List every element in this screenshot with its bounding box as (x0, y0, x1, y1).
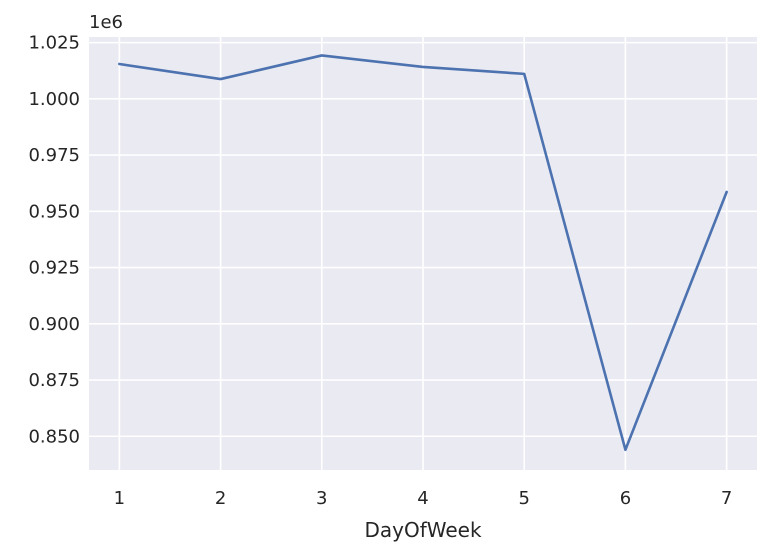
x-tick-label: 2 (215, 488, 226, 509)
x-tick-label: 3 (316, 488, 327, 509)
y-tick-label: 1.025 (28, 33, 80, 54)
x-tick-label: 6 (620, 488, 631, 509)
x-tick-label: 7 (721, 488, 732, 509)
x-tick-label: 1 (114, 488, 125, 509)
x-axis-label: DayOfWeek (364, 518, 481, 542)
y-tick-label: 0.975 (28, 145, 80, 166)
y-tick-label: 1.000 (28, 89, 80, 110)
y-tick-label: 0.875 (28, 370, 80, 391)
x-tick-label: 4 (417, 488, 428, 509)
y-tick-label: 0.900 (28, 314, 80, 335)
y-tick-label: 0.850 (28, 426, 80, 447)
series-lines (118, 54, 728, 452)
y-tick-labels: 0.850 0.875 0.900 0.925 0.950 0.975 1.000 1.025 (28, 33, 80, 448)
x-tick-labels: 1 2 3 4 5 6 7 (114, 488, 733, 509)
x-tick-label: 5 (518, 488, 529, 509)
grid-lines (89, 37, 757, 470)
y-axis-offset-label: 1e6 (89, 12, 123, 33)
y-tick-label: 0.925 (28, 258, 80, 279)
y-tick-label: 0.950 (28, 201, 80, 222)
